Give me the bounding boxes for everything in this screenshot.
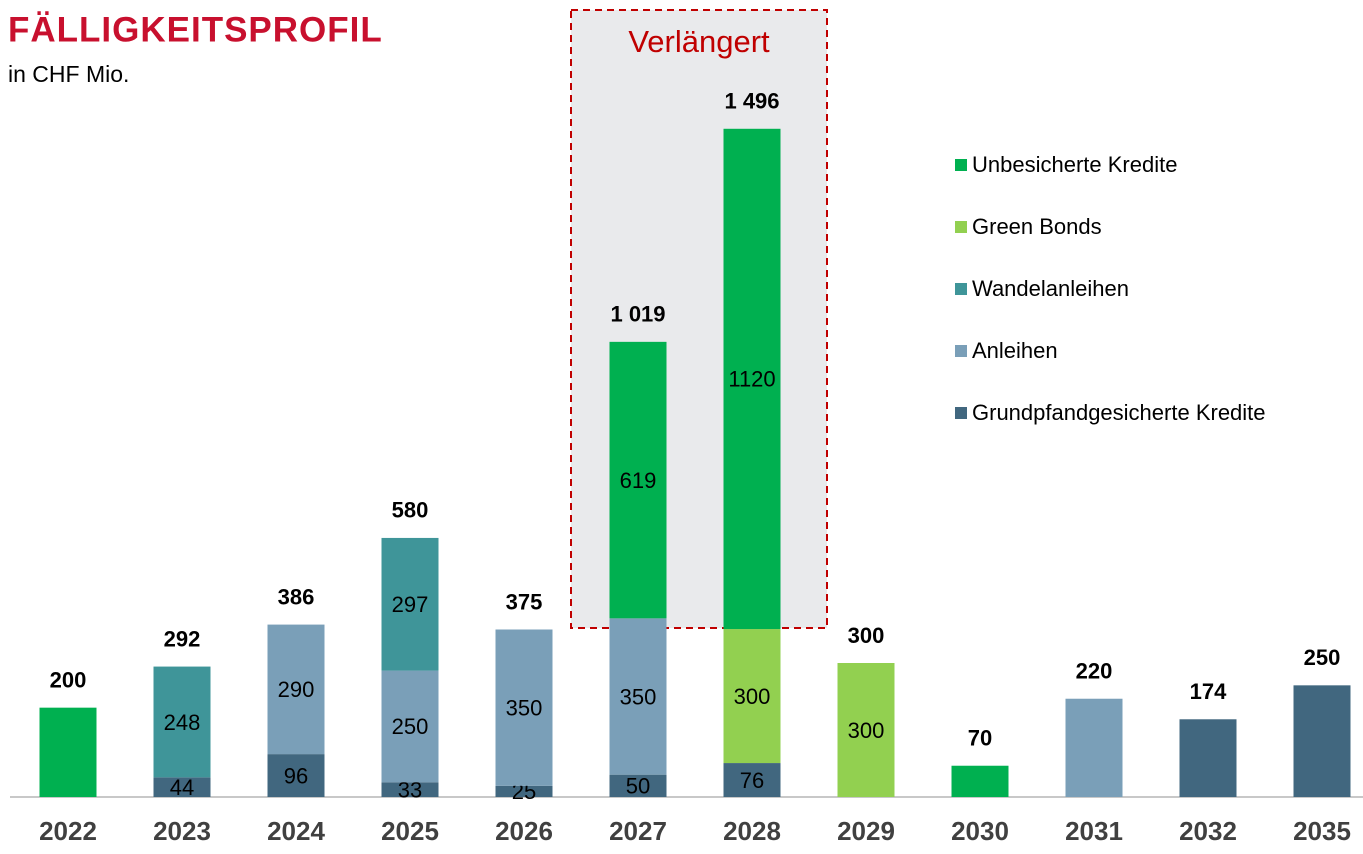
bar-segment bbox=[381, 670, 439, 783]
legend-swatch bbox=[955, 221, 967, 233]
bar-segment bbox=[381, 537, 439, 671]
segment-label: 96 bbox=[284, 763, 308, 788]
bar-segment bbox=[609, 618, 667, 775]
bar-segment bbox=[723, 128, 781, 630]
total-label: 1 019 bbox=[610, 302, 665, 327]
legend-label: Grundpfandgesicherte Kredite bbox=[972, 400, 1266, 425]
segment-label: 300 bbox=[848, 718, 885, 743]
total-label: 292 bbox=[164, 626, 201, 651]
total-label: 375 bbox=[506, 589, 543, 614]
x-tick-label: 2028 bbox=[723, 816, 781, 846]
legend-swatch bbox=[955, 159, 967, 171]
bar-segment bbox=[723, 763, 781, 797]
x-tick-label: 2023 bbox=[153, 816, 211, 846]
subtitle: in CHF Mio. bbox=[8, 61, 129, 87]
bar-segment bbox=[153, 777, 211, 797]
segment-label: 44 bbox=[170, 775, 194, 800]
legend-swatch bbox=[955, 283, 967, 295]
legend-label: Unbesicherte Kredite bbox=[972, 152, 1177, 177]
bar-segment bbox=[381, 782, 439, 797]
segment-label: 50 bbox=[626, 774, 650, 799]
bar-segment bbox=[153, 666, 211, 778]
segment-label: 290 bbox=[278, 677, 315, 702]
total-label: 220 bbox=[1076, 659, 1113, 684]
total-label: 200 bbox=[50, 667, 87, 692]
legend-label: Anleihen bbox=[972, 338, 1058, 363]
total-label: 174 bbox=[1190, 679, 1227, 704]
total-label: 250 bbox=[1304, 645, 1341, 670]
x-tick-label: 2022 bbox=[39, 816, 97, 846]
bar-segment bbox=[39, 707, 97, 797]
segment-label: 248 bbox=[164, 710, 201, 735]
bar-segment bbox=[1293, 685, 1351, 797]
segment-label: 297 bbox=[392, 592, 429, 617]
segment-label: 619 bbox=[620, 468, 657, 493]
bar-segment bbox=[1065, 698, 1123, 797]
segment-label: 300 bbox=[734, 684, 771, 709]
x-tick-label: 2027 bbox=[609, 816, 667, 846]
total-label: 580 bbox=[392, 498, 429, 523]
legend-label: Green Bonds bbox=[972, 214, 1102, 239]
x-tick-label: 2035 bbox=[1293, 816, 1351, 846]
segment-label: 250 bbox=[392, 714, 429, 739]
x-tick-label: 2025 bbox=[381, 816, 439, 846]
x-tick-label: 2024 bbox=[267, 816, 325, 846]
annotation: Verlängert bbox=[628, 24, 770, 59]
x-tick-label: 2030 bbox=[951, 816, 1009, 846]
bar-segment bbox=[495, 785, 553, 797]
bar-segment bbox=[495, 629, 553, 786]
bar-segment bbox=[723, 629, 781, 764]
total-label: 70 bbox=[968, 726, 992, 751]
x-tick-label: 2031 bbox=[1065, 816, 1123, 846]
legend-swatch bbox=[955, 407, 967, 419]
bar-segment bbox=[1179, 719, 1237, 797]
highlight-box bbox=[570, 9, 828, 629]
legend-swatch bbox=[955, 345, 967, 357]
legend-label: Wandelanleihen bbox=[972, 276, 1129, 301]
segment-label: 1120 bbox=[728, 367, 775, 392]
bar-segment bbox=[609, 341, 667, 619]
bar-segment bbox=[951, 765, 1009, 797]
segment-label: 350 bbox=[620, 684, 657, 709]
bar-segment bbox=[267, 624, 325, 755]
bar-segment bbox=[267, 754, 325, 797]
x-tick-label: 2029 bbox=[837, 816, 895, 846]
bar-segment bbox=[837, 663, 895, 797]
total-label: 1 496 bbox=[724, 89, 779, 114]
segment-label: 350 bbox=[506, 695, 543, 720]
chart-title: FÄLLIGKEITSPROFIL bbox=[8, 10, 383, 49]
bar-segment bbox=[609, 774, 667, 797]
x-tick-label: 2032 bbox=[1179, 816, 1237, 846]
total-label: 386 bbox=[278, 584, 315, 609]
total-label: 300 bbox=[848, 623, 885, 648]
segment-label: 76 bbox=[740, 768, 764, 793]
x-tick-label: 2026 bbox=[495, 816, 553, 846]
